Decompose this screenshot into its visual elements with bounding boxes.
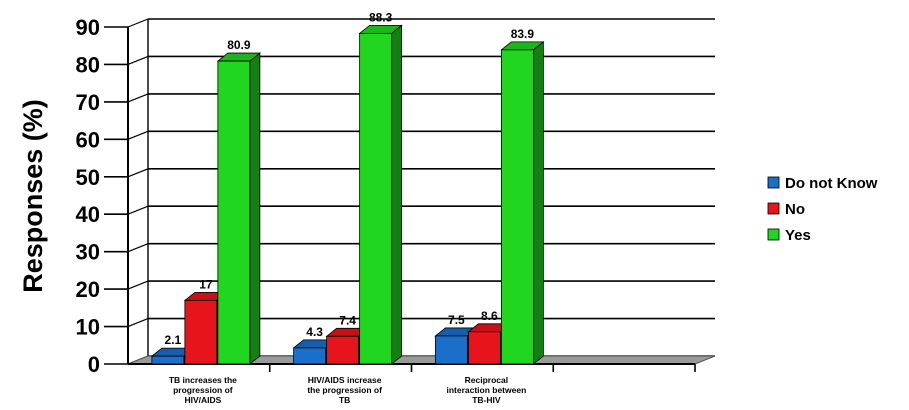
data-label: 8.6 — [481, 309, 498, 323]
bar-side — [391, 24, 403, 365]
data-label: 2.1 — [165, 333, 182, 347]
y-tick-label: 40 — [76, 202, 100, 227]
x-axis-categories: TB increases the progression of HIV/AIDS HI… — [169, 375, 526, 405]
gridline-side — [127, 168, 149, 178]
bar-front — [359, 32, 393, 365]
data-label: 83.9 — [511, 27, 535, 41]
legend-label: Do not Know — [785, 175, 878, 192]
x-category-label: Reciprocal interaction between TB-HIV — [446, 375, 526, 405]
bar-front — [184, 299, 218, 365]
bar-side — [532, 41, 544, 365]
data-label: 4.3 — [306, 325, 323, 339]
bar-side — [249, 52, 261, 365]
y-axis: 0 10 20 30 40 50 60 70 80 90 — [76, 15, 149, 377]
y-axis-label: Responses (%) — [18, 99, 48, 293]
bar — [216, 52, 262, 365]
legend-label: No — [785, 201, 805, 218]
gridline-side — [127, 205, 149, 215]
bars — [150, 24, 545, 365]
y-tick-label: 10 — [76, 315, 100, 340]
y-tick-label: 30 — [76, 240, 100, 265]
data-label: 7.4 — [339, 313, 356, 327]
x-category-label: HIV/AIDS increase the progression of TB — [307, 375, 382, 405]
y-tick-label: 70 — [76, 90, 100, 115]
x-category-label: TB increases the progression of HIV/AIDS — [169, 375, 237, 405]
y-tick-label: 0 — [88, 352, 100, 377]
bar — [358, 24, 403, 365]
bar-front — [434, 335, 468, 365]
legend-swatch — [767, 176, 780, 189]
legend-item: Yes — [767, 227, 811, 244]
y-tick-label: 20 — [76, 277, 100, 302]
legend-item: No — [767, 201, 805, 218]
gridline-side — [127, 18, 149, 28]
data-label: 88.3 — [369, 10, 393, 24]
y-tick-label: 90 — [76, 15, 100, 40]
gridline-side — [127, 280, 149, 290]
data-labels: 2.1 17 80.9 4.3 7.4 88.3 7.5 8.6 83.9 — [165, 10, 535, 347]
bar-front — [326, 335, 360, 365]
data-label: 17 — [199, 277, 213, 291]
gridline-side — [127, 243, 149, 253]
bar-front — [293, 347, 327, 365]
bar-front — [467, 331, 501, 365]
legend-swatch — [767, 228, 780, 241]
bar-front — [217, 60, 251, 365]
bar-front — [500, 49, 534, 365]
gridline-side — [127, 130, 149, 140]
data-label: 80.9 — [227, 38, 251, 52]
y-tick-label: 80 — [76, 52, 100, 77]
legend-swatch — [767, 202, 780, 215]
bar-front — [151, 355, 185, 365]
y-tick-label: 60 — [76, 127, 100, 152]
gridline-side — [127, 55, 149, 66]
legend-label: Yes — [785, 227, 811, 244]
bar — [500, 41, 545, 365]
y-tick-label: 50 — [76, 165, 100, 190]
legend: Do not Know No Yes — [767, 175, 878, 244]
data-label: 7.5 — [448, 313, 465, 327]
gridline-side — [127, 317, 149, 328]
legend-item: Do not Know — [767, 175, 878, 192]
gridline-side — [127, 93, 149, 103]
